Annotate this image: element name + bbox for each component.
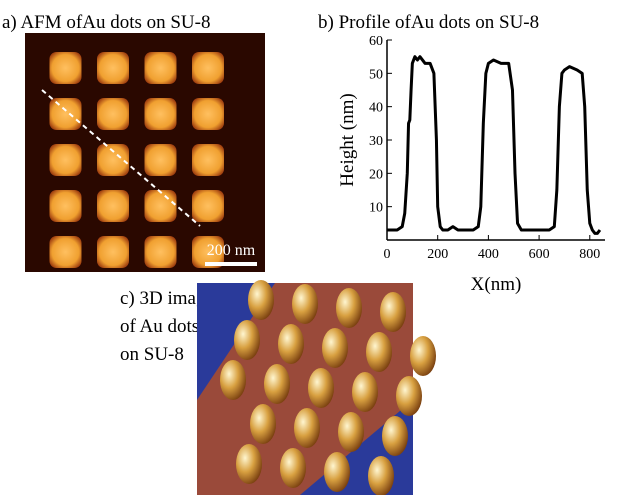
x-tick-label: 200 (427, 247, 448, 262)
x-tick-label: 400 (478, 247, 499, 262)
bump (324, 452, 350, 492)
x-axis-label: X(nm) (471, 274, 522, 295)
caption-line: of Au dots (120, 316, 199, 337)
bump (322, 328, 348, 368)
bump (382, 416, 408, 456)
dot (192, 144, 224, 176)
bump (352, 372, 378, 412)
y-tick-label: 60 (369, 34, 383, 49)
y-tick-label: 10 (369, 201, 383, 216)
bump (368, 456, 394, 495)
dot (145, 190, 177, 222)
dot (145, 236, 177, 268)
dot (50, 190, 82, 222)
scale-bar (205, 262, 257, 266)
dot (145, 144, 177, 176)
caption-line: on SU-8 (120, 344, 184, 365)
bump (234, 320, 260, 360)
dot (97, 190, 129, 222)
bump (220, 360, 246, 400)
3d-image (197, 280, 436, 495)
bump (380, 292, 406, 332)
dot (50, 98, 82, 130)
dot (50, 236, 82, 268)
panel-a-title: a) AFM ofAu dots on SU-8 (2, 12, 210, 33)
bump (336, 288, 362, 328)
dot (192, 98, 224, 130)
bump (294, 408, 320, 448)
profile-line (387, 57, 600, 234)
y-tick-label: 50 (369, 67, 383, 82)
dot (97, 236, 129, 268)
figure: a) AFM ofAu dots on SU-8 200 nm b) Profi… (0, 0, 628, 495)
y-axis-label: Height (nm) (337, 93, 358, 186)
dot (145, 52, 177, 84)
bump (248, 280, 274, 320)
dot (192, 190, 224, 222)
dot (145, 98, 177, 130)
dot (192, 52, 224, 84)
bump (308, 368, 334, 408)
scale-label: 200 nm (207, 242, 256, 259)
dot (50, 52, 82, 84)
bump (264, 364, 290, 404)
dot (97, 52, 129, 84)
bump (236, 444, 262, 484)
dot (97, 144, 129, 176)
bump (278, 324, 304, 364)
x-tick-label: 600 (529, 247, 550, 262)
bump (338, 412, 364, 452)
bump (410, 336, 436, 376)
x-tick-label: 0 (384, 247, 391, 262)
dot (97, 98, 129, 130)
bump (250, 404, 276, 444)
afm-image: 200 nm (25, 33, 265, 272)
bump (396, 376, 422, 416)
y-tick-label: 20 (369, 167, 383, 182)
dot (50, 144, 82, 176)
y-tick-label: 30 (369, 134, 383, 149)
y-tick-label: 40 (369, 101, 383, 116)
chart-title: b) Profile ofAu dots on SU-8 (318, 12, 539, 33)
x-tick-label: 800 (579, 247, 600, 262)
bump (366, 332, 392, 372)
bump (292, 284, 318, 324)
bump (280, 448, 306, 488)
